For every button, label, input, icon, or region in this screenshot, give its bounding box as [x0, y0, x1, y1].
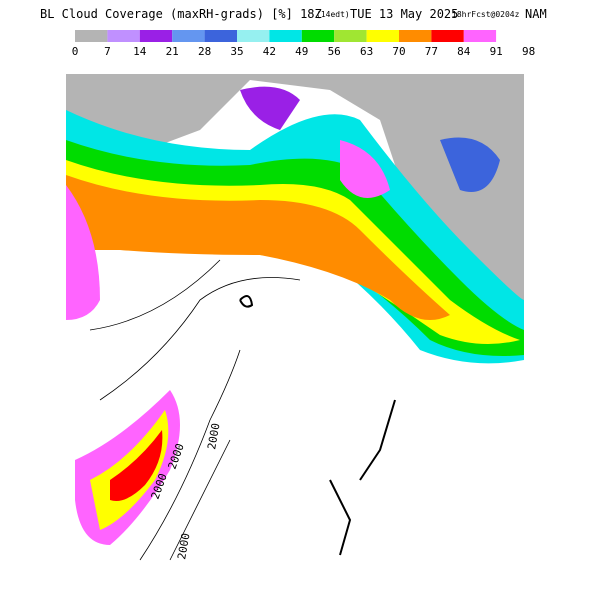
cloud-band	[110, 430, 163, 501]
colorbar-label: 42	[263, 45, 276, 58]
cloud-band	[440, 137, 500, 192]
colorbar-label: 28	[198, 45, 211, 58]
model: NAM	[525, 7, 547, 21]
color-box	[463, 30, 497, 42]
terrain-contour	[89, 259, 301, 561]
colorbar-label: 70	[392, 45, 405, 58]
color-box	[172, 30, 205, 42]
cloud-band	[340, 140, 390, 198]
colorbar-label: 84	[457, 45, 471, 58]
colorbar-label: 49	[295, 45, 308, 58]
color-box	[431, 30, 464, 42]
color-box	[75, 30, 108, 42]
cloud-band	[240, 86, 300, 130]
colorbar-label: 77	[425, 45, 438, 58]
color-box	[204, 30, 237, 42]
color-box	[334, 30, 367, 42]
cloud-band	[66, 175, 450, 320]
time-note: (14edt)	[316, 10, 350, 19]
date: TUE 13 May 2025	[350, 7, 458, 21]
color-box	[366, 30, 399, 42]
color-box	[139, 30, 173, 42]
map: 2000 2000 2000 2000	[66, 74, 524, 565]
colorbar-label: 0	[72, 45, 79, 58]
terrain-contour	[239, 295, 396, 556]
colorbar-label: 63	[360, 45, 373, 58]
colorbar-label: 21	[166, 45, 179, 58]
cloud-band	[66, 185, 100, 320]
colorbar-label: 14	[133, 45, 147, 58]
contour-label: 2000	[205, 422, 222, 450]
colorbar-label: 91	[490, 45, 503, 58]
colorbar: 0 7 14 21 28 35 42 49 56 63 70 77 84 91 98	[72, 30, 535, 58]
title: BL Cloud Coverage (maxRH-grads) [%] 18Z	[40, 7, 322, 21]
clear-region	[66, 74, 524, 340]
forecast: 18hrFcst@0204z	[452, 10, 520, 19]
color-box	[496, 30, 529, 42]
colorbar-label: 56	[328, 45, 341, 58]
color-box	[107, 30, 140, 42]
colorbar-label: 7	[104, 45, 111, 58]
colorbar-label: 98	[522, 45, 535, 58]
color-box	[237, 30, 270, 42]
color-box	[301, 30, 335, 42]
contour-label: 2000	[175, 532, 192, 560]
colorbar-label: 35	[230, 45, 243, 58]
color-box	[399, 30, 432, 42]
color-box	[269, 30, 302, 42]
